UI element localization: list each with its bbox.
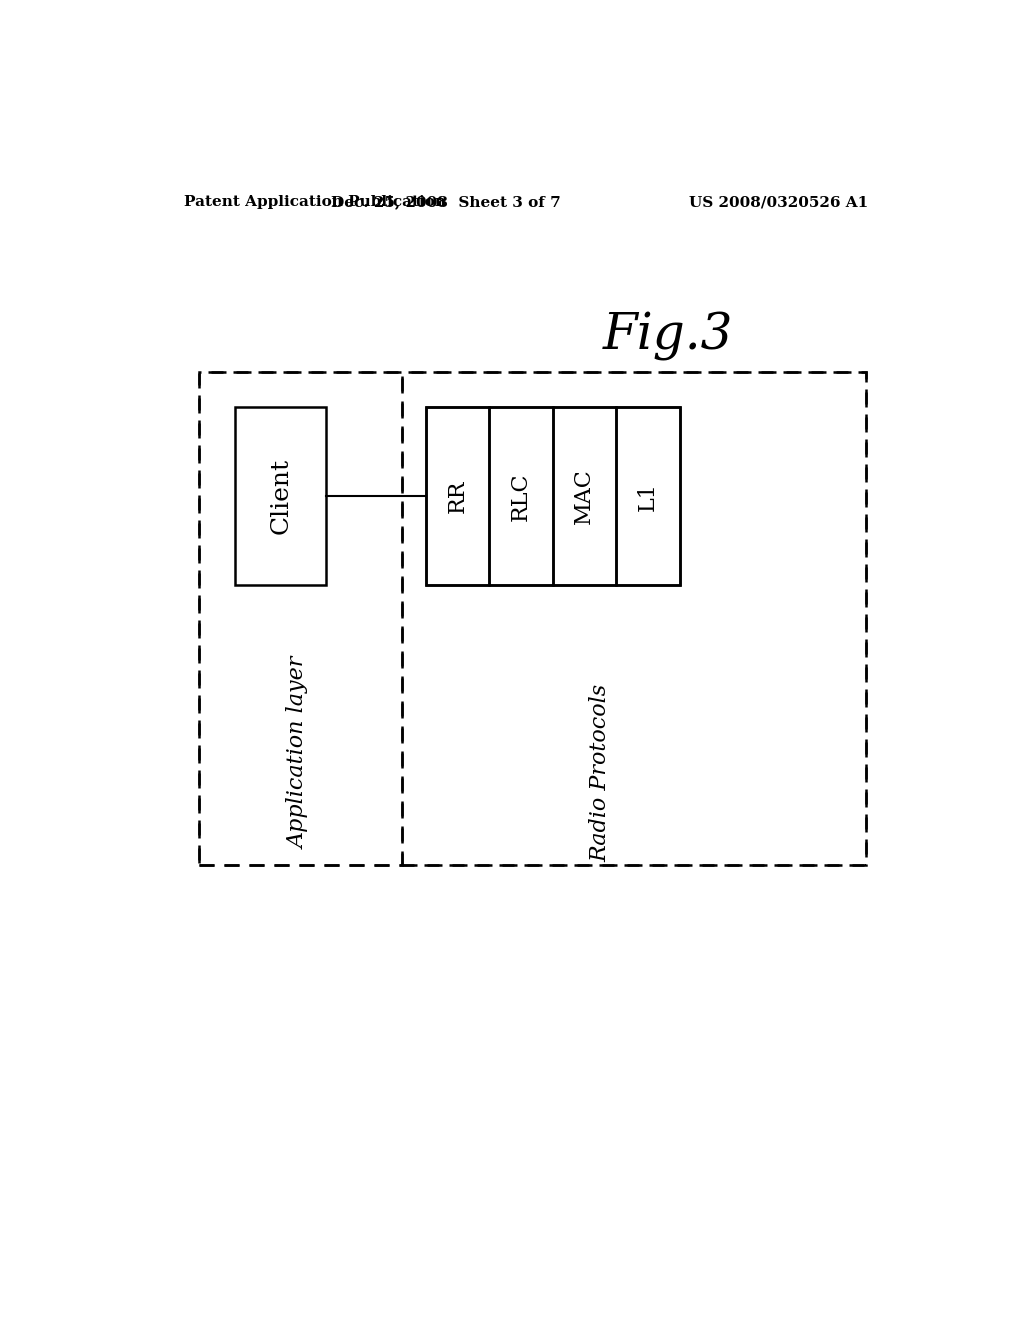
Text: Patent Application Publication: Patent Application Publication [183, 195, 445, 209]
Bar [426, 408, 489, 585]
Text: MAC: MAC [573, 469, 595, 524]
Text: RR: RR [446, 479, 468, 513]
Text: Fig.3: Fig.3 [602, 312, 733, 360]
Text: US 2008/0320526 A1: US 2008/0320526 A1 [689, 195, 868, 209]
Bar [236, 408, 327, 585]
Text: Client: Client [269, 458, 292, 535]
Text: Application layer: Application layer [288, 657, 309, 849]
Text: RLC: RLC [510, 473, 531, 520]
Text: Dec. 25, 2008  Sheet 3 of 7: Dec. 25, 2008 Sheet 3 of 7 [331, 195, 560, 209]
Bar [489, 408, 553, 585]
Bar [401, 372, 866, 865]
Text: L1: L1 [637, 482, 658, 511]
Bar [200, 372, 866, 865]
Bar [616, 408, 680, 585]
Bar [553, 408, 616, 585]
Text: Radio Protocols: Radio Protocols [589, 684, 611, 862]
Bar [426, 408, 680, 585]
Bar [200, 372, 401, 865]
